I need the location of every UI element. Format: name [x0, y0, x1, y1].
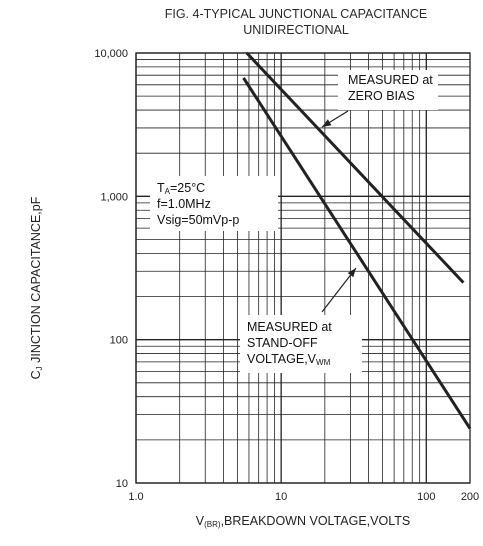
standoff-label: MEASURED at — [247, 320, 332, 334]
series-layer — [242, 51, 472, 430]
series-zero-bias — [245, 51, 465, 284]
zero-bias-label: ZERO BIAS — [348, 89, 415, 103]
chart-title: FIG. 4-TYPICAL JUNCTIONAL CAPACITANCE — [165, 7, 428, 21]
conditions-box — [150, 176, 278, 231]
y-axis-label: CJ JINCTION CAPACITANCE,pF — [29, 196, 44, 379]
y-tick-label: 1,000 — [100, 191, 128, 203]
standoff-arrow-head — [347, 268, 356, 278]
standoff-arrow — [321, 267, 357, 313]
y-tick-label: 10 — [116, 478, 128, 490]
standoff-label: STAND-OFF — [247, 336, 318, 350]
y-tick-label: 10,000 — [94, 48, 128, 60]
series-standoff — [242, 77, 472, 430]
plot-frame — [135, 52, 471, 484]
zero-bias-label: MEASURED at — [348, 73, 433, 87]
y-tick-label: 100 — [110, 335, 128, 347]
x-tick-label: 1.0 — [128, 491, 143, 503]
x-tick-label: 10 — [275, 491, 287, 503]
axis-labels: V(BR),BREAKDOWN VOLTAGE,VOLTS CJ JINCTION… — [29, 196, 410, 529]
x-tick-label: 100 — [417, 491, 435, 503]
zero-bias-box — [338, 70, 438, 110]
standoff-box — [240, 315, 362, 373]
standoff-label: VOLTAGE,VWM — [247, 352, 331, 367]
conditions-text: f=1.0MHz — [157, 197, 211, 211]
grid — [135, 52, 471, 484]
conditions-text: TA=25°C — [157, 181, 205, 196]
annotation-layer: TA=25°Cf=1.0MHz Vsig=50mVp-p MEASURED at ZE… — [150, 70, 438, 373]
x-tick-label: 200 — [461, 491, 479, 503]
zero-bias-arrow-head — [322, 119, 332, 127]
x-axis-label: V(BR),BREAKDOWN VOLTAGE,VOLTS — [196, 514, 410, 529]
chart-subtitle: UNIDIRECTIONAL — [243, 23, 349, 37]
conditions-text: Vsig=50mVp-p — [157, 213, 239, 227]
